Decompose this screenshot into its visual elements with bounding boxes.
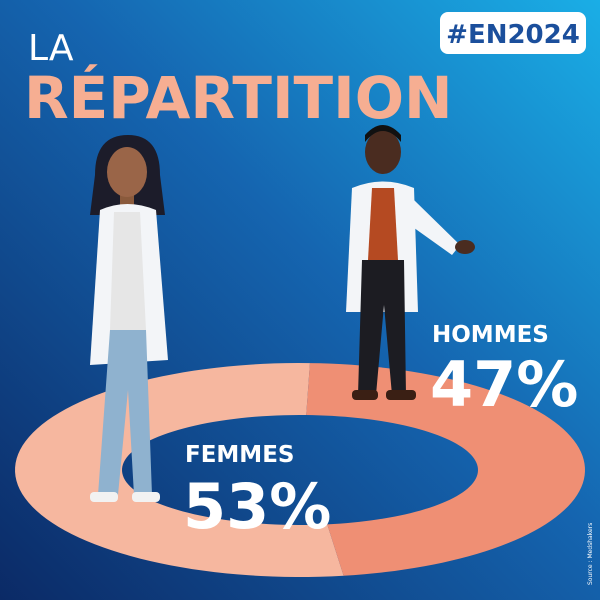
hashtag-badge xyxy=(440,12,586,54)
man-figure xyxy=(346,125,475,400)
supertitle: LA xyxy=(28,28,74,69)
value-label: 53% xyxy=(183,470,331,543)
category-label: HOMMES xyxy=(432,322,549,348)
donut-segment xyxy=(306,363,585,576)
source-note: Source : Medshakers xyxy=(587,523,594,585)
woman-figure xyxy=(90,135,168,502)
hashtag: #EN2024 xyxy=(446,20,580,50)
donut xyxy=(15,363,585,577)
donut-segment xyxy=(15,363,344,577)
value-label: 47% xyxy=(430,348,578,421)
category-label: FEMMES xyxy=(185,442,294,468)
chart-title: RÉPARTITION xyxy=(24,63,453,132)
